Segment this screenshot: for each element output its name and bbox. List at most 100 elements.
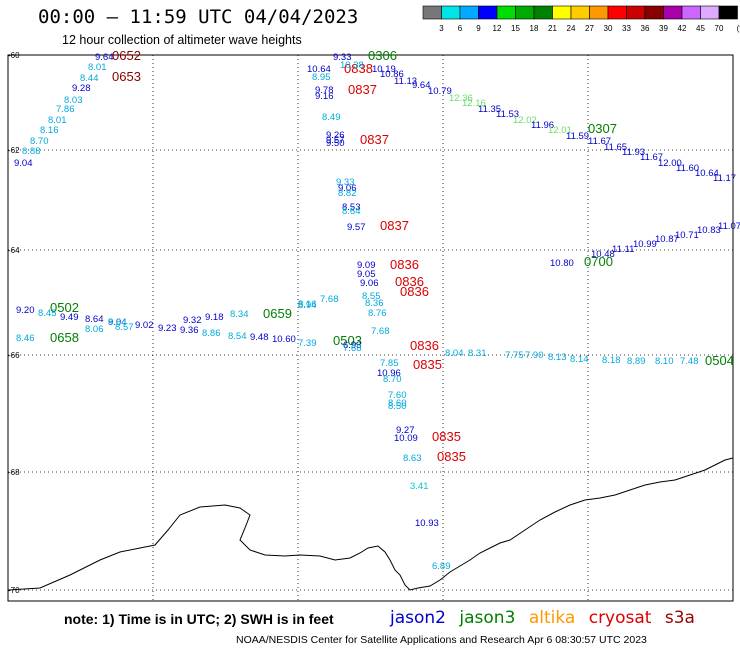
swh-value: 8.10 bbox=[655, 356, 674, 367]
swh-value: 7.68 bbox=[371, 326, 390, 337]
swh-value: 8.34 bbox=[230, 309, 249, 320]
pass-time-label: 0836 bbox=[390, 257, 419, 272]
color-scale-label: 18 bbox=[530, 24, 539, 33]
color-scale-label: 24 bbox=[567, 24, 576, 33]
swh-value: 8.76 bbox=[368, 308, 387, 319]
swh-value: 10.99 bbox=[633, 239, 657, 250]
color-scale-label: 45 bbox=[696, 24, 705, 33]
swh-value: 6.89 bbox=[432, 561, 451, 572]
lat-label: -68 bbox=[8, 468, 20, 477]
map-subtitle: 12 hour collection of altimeter wave hei… bbox=[62, 33, 302, 47]
swh-value: 11.17 bbox=[713, 173, 736, 184]
swh-value: 8.06 bbox=[85, 324, 104, 335]
color-scale-label: 15 bbox=[511, 24, 520, 33]
swh-value: 7.85 bbox=[380, 358, 399, 369]
swh-value: 10.80 bbox=[550, 258, 574, 269]
swh-value: 11.60 bbox=[676, 163, 699, 174]
swh-value: 8.86 bbox=[202, 328, 221, 339]
color-scale-label: 3 bbox=[439, 24, 444, 33]
swh-value: 8.82 bbox=[338, 188, 357, 199]
swh-value: 7.48 bbox=[680, 356, 699, 367]
swh-value: 9.33 bbox=[333, 52, 352, 63]
swh-value: 8.94 bbox=[298, 300, 317, 311]
swh-value: 9.02 bbox=[135, 320, 154, 331]
swh-value: 9.04 bbox=[108, 317, 127, 328]
pass-time-label: 0836 bbox=[395, 274, 424, 289]
pass-time-label: 0835 bbox=[432, 429, 461, 444]
swh-value: 10.60 bbox=[272, 334, 296, 345]
swh-value: 10.71 bbox=[675, 230, 699, 241]
pass-time-label: 0835 bbox=[413, 357, 442, 372]
swh-value: 11.35 bbox=[478, 104, 501, 115]
legend-jason3: jason3 bbox=[459, 608, 516, 628]
note-text: note: 1) Time is in UTC; 2) SWH is in fe… bbox=[64, 611, 334, 627]
swh-value: 7.68 bbox=[320, 294, 339, 305]
swh-value: 8.89 bbox=[627, 356, 646, 367]
color-scale-unit: (ft) bbox=[737, 24, 740, 33]
color-scale-label: 70 bbox=[715, 24, 724, 33]
swh-value: 11.11 bbox=[612, 244, 634, 255]
swh-value: 11.67 bbox=[640, 152, 663, 163]
swh-value: 8.36 bbox=[365, 298, 384, 309]
map-title: 00:00 – 11:59 UTC 04/04/2023 bbox=[38, 6, 359, 28]
swh-value: 9.36 bbox=[180, 325, 199, 336]
color-scale-label: 39 bbox=[659, 24, 668, 33]
swh-value: 9.20 bbox=[16, 305, 35, 316]
swh-value: 9.32 bbox=[183, 315, 202, 326]
swh-value: 12.16 bbox=[462, 98, 486, 109]
swh-value: 12.02 bbox=[513, 115, 537, 126]
swh-value: 11.53 bbox=[496, 109, 519, 120]
color-scale-label: 6 bbox=[458, 24, 463, 33]
pass-time-label: 0658 bbox=[50, 330, 79, 345]
pass-time-label: 0836 bbox=[400, 284, 429, 299]
color-scale-label: 30 bbox=[604, 24, 613, 33]
swh-value: 9.78 bbox=[315, 85, 334, 96]
lat-label: -62 bbox=[8, 146, 20, 155]
pass-time-label: 0307 bbox=[588, 121, 617, 136]
swh-value: 7.90 bbox=[525, 350, 544, 361]
swh-value: 9.57 bbox=[347, 222, 366, 233]
swh-value: 8.16 bbox=[298, 299, 317, 310]
swh-value: 8.16 bbox=[40, 125, 59, 136]
swh-value: 9.49 bbox=[60, 312, 79, 323]
swh-value: 8.54 bbox=[228, 331, 247, 342]
swh-value: 8.04 bbox=[445, 348, 464, 359]
swh-value: 9.04 bbox=[14, 158, 33, 169]
swh-value: 11.59 bbox=[566, 131, 589, 142]
pass-time-label: 0659 bbox=[263, 306, 292, 321]
swh-value: 11.96 bbox=[531, 120, 554, 131]
lat-label: -70 bbox=[8, 586, 20, 595]
swh-value: 8.01 bbox=[88, 62, 107, 73]
swh-value: 7.39 bbox=[298, 338, 317, 349]
swh-value: 10.96 bbox=[377, 368, 401, 379]
legend-altika: altika bbox=[528, 608, 576, 628]
swh-value: 8.44 bbox=[80, 73, 99, 84]
coastline bbox=[7, 457, 734, 591]
swh-value: 9.06 bbox=[338, 183, 357, 194]
lat-label: -66 bbox=[8, 351, 20, 360]
swh-value: 9.48 bbox=[250, 332, 269, 343]
credit-line: NOAA/NESDIS Center for Satellite Applica… bbox=[236, 634, 647, 646]
pass-time-label: 0837 bbox=[348, 82, 377, 97]
wave-height-map: -60-62-64-66-68-70303336394245065206539.… bbox=[7, 48, 740, 602]
swh-value: 8.64 bbox=[342, 206, 361, 217]
color-scale-label: 9 bbox=[476, 24, 481, 33]
swh-value: 10.48 bbox=[591, 249, 615, 260]
swh-value: 7.86 bbox=[56, 104, 75, 115]
swh-value: 8.64 bbox=[85, 314, 104, 325]
swh-value: 10.93 bbox=[415, 518, 439, 529]
color-scale-label: 12 bbox=[493, 24, 502, 33]
legend-jason2: jason2 bbox=[390, 608, 446, 628]
pass-time-label: 0306 bbox=[368, 48, 397, 63]
swh-value: 10.09 bbox=[394, 433, 418, 444]
swh-value: 10.64 bbox=[307, 64, 331, 75]
swh-value: 8.57 bbox=[115, 322, 134, 333]
pass-time-label: 0700 bbox=[584, 254, 613, 269]
swh-value: 7.75 bbox=[505, 350, 524, 361]
swh-value: 10.19 bbox=[372, 64, 396, 75]
swh-value: 8.55 bbox=[362, 291, 381, 302]
swh-value: 8.70 bbox=[383, 374, 402, 385]
legend-cryosat: cryosat bbox=[588, 608, 652, 628]
color-scale-label: 21 bbox=[548, 24, 557, 33]
swh-value: 11.67 bbox=[588, 136, 611, 147]
